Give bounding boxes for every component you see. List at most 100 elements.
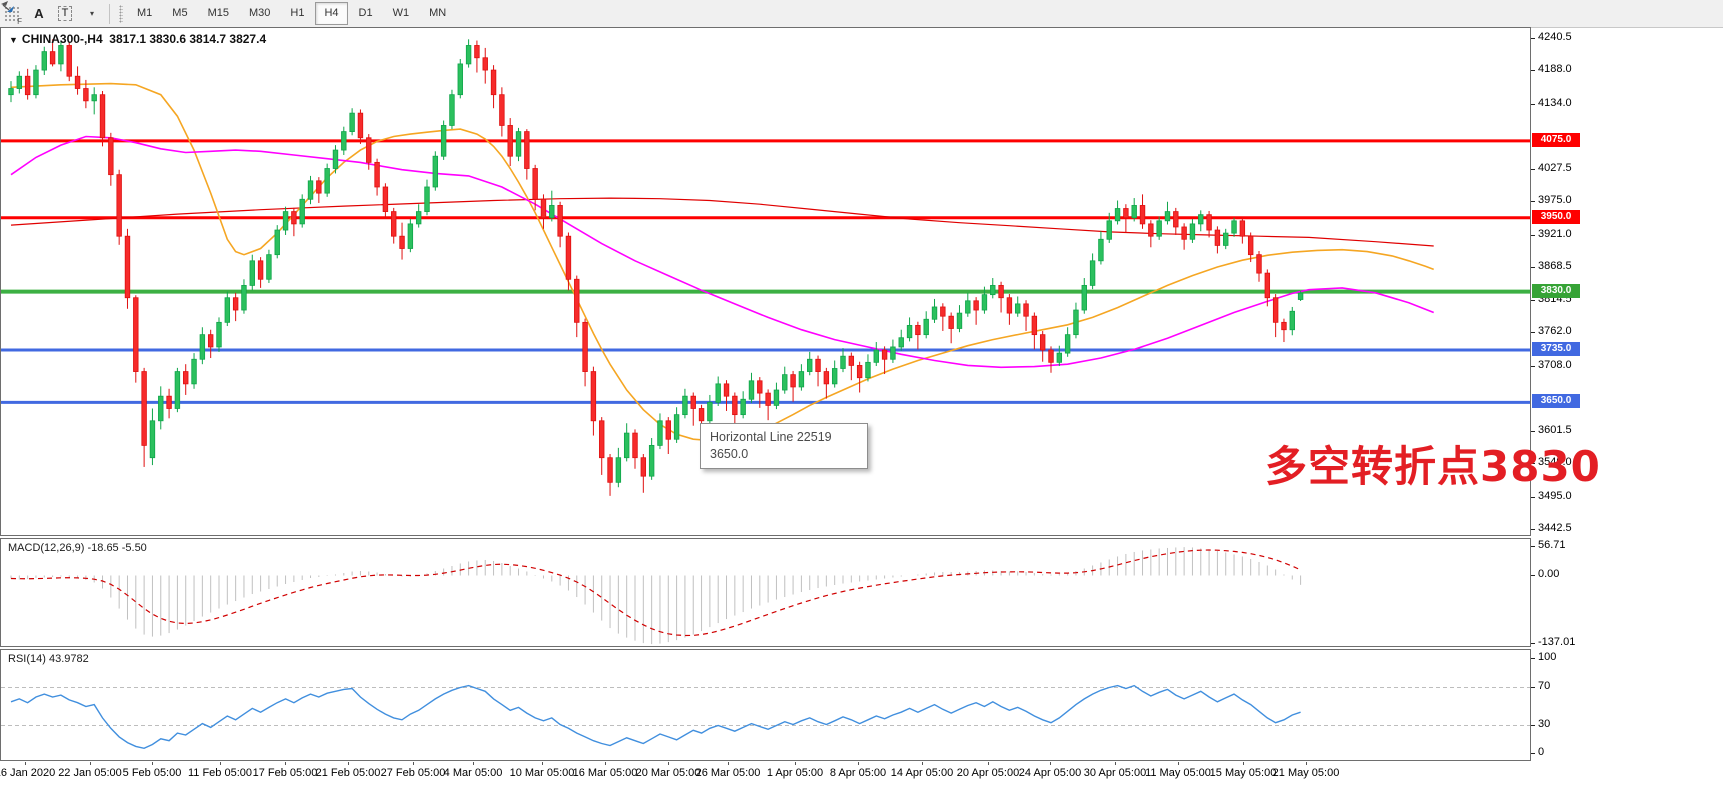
candle	[565, 232, 572, 291]
axis-tick-mark	[1531, 496, 1535, 498]
timeframe-button-M15[interactable]: M15	[207, 7, 229, 19]
axis-tick-mark	[1531, 724, 1535, 726]
candle	[948, 312, 954, 344]
candle	[1206, 210, 1212, 238]
time-axis-label: 16 Jan 2020	[0, 767, 56, 779]
price-axis-label: 3921.0	[1538, 227, 1572, 240]
candle	[49, 39, 56, 67]
candle	[282, 206, 289, 235]
time-tick-mark	[413, 762, 414, 765]
time-axis-label: 26 Mar 05:00	[695, 767, 761, 779]
candle	[66, 41, 72, 82]
candle	[1239, 217, 1246, 244]
price-axis-label: 3868.5	[1538, 259, 1572, 272]
time-tick-mark	[1243, 762, 1244, 765]
price-axis-label: 3442.5	[1538, 522, 1572, 534]
price-axis-label: 3549.0	[1538, 456, 1572, 469]
candle	[848, 352, 855, 381]
axis-tick-mark	[1531, 103, 1535, 105]
candle	[415, 204, 422, 228]
candle	[1148, 220, 1154, 248]
arrow-objects-tool-button[interactable]: ▾	[1, 1, 103, 25]
timeframe-button-H4[interactable]: H4	[315, 2, 348, 25]
candle	[99, 90, 106, 147]
timeframe-button-W1[interactable]: W1	[392, 7, 410, 19]
time-tick-mark	[152, 762, 153, 765]
candle	[432, 151, 439, 191]
candle	[623, 423, 630, 462]
time-axis-label: 11 Feb 05:00	[187, 767, 253, 779]
candle	[1089, 253, 1096, 290]
cascade-arrows-icon	[1, 1, 14, 12]
text-label-tool-button[interactable]: A	[34, 6, 44, 21]
main-chart-canvas[interactable]	[1, 28, 1530, 535]
candle	[374, 158, 380, 196]
time-axis-label: 5 Feb 05:00	[122, 767, 182, 779]
rsi-canvas[interactable]	[1, 650, 1530, 760]
time-axis[interactable]: 16 Jan 2020 22 Jan 05:00 5 Feb 05:00 11 Feb…	[0, 762, 1723, 785]
candle	[898, 329, 904, 351]
price-axis-label: 3975.0	[1538, 194, 1572, 207]
time-tick-mark	[795, 762, 796, 765]
candle	[349, 108, 355, 136]
axis-tick-mark	[1531, 529, 1535, 530]
candle	[1123, 204, 1129, 233]
price-line-tag-3650.0: 3650.0	[1532, 394, 1580, 409]
macd-signal-line	[10, 549, 1301, 637]
candle	[16, 71, 23, 94]
candle	[216, 317, 222, 352]
candle	[807, 351, 813, 376]
text-box-tool-button[interactable]: T	[53, 2, 77, 25]
timeframe-button-D1[interactable]: D1	[358, 7, 373, 19]
candle	[391, 207, 397, 244]
candle	[332, 145, 339, 174]
candle	[881, 346, 888, 375]
time-tick-mark	[1050, 762, 1051, 765]
candle	[1031, 312, 1038, 350]
time-axis-label: 30 Apr 05:00	[1083, 767, 1147, 779]
rsi-axis-label: 0	[1538, 746, 1545, 758]
timeframe-button-M1[interactable]: M1	[137, 7, 153, 19]
candle	[440, 120, 447, 160]
rsi-panel: RSI(14) 43.9782	[0, 649, 1531, 761]
time-tick-mark	[1178, 762, 1179, 765]
candle	[673, 407, 680, 443]
candle	[41, 46, 47, 75]
ma-line-orange	[10, 82, 1434, 442]
candle	[1139, 194, 1146, 229]
time-tick-mark	[285, 762, 286, 765]
candle	[1039, 330, 1046, 362]
macd-panel: MACD(12,26,9) -18.65 -5.50	[0, 538, 1531, 647]
candle	[1006, 294, 1013, 325]
axis-tick-mark	[1531, 234, 1535, 236]
timeframe-button-M30[interactable]: M30	[248, 7, 271, 19]
timeframe-button-MN[interactable]: MN	[429, 7, 447, 19]
candle	[1247, 232, 1254, 263]
axis-tick-mark	[1531, 201, 1535, 203]
price-line-tag-3950.0: 3950.0	[1532, 209, 1580, 224]
toolbar-grip-icon[interactable]	[119, 4, 123, 23]
axis-tick-mark	[1531, 463, 1535, 465]
candle	[83, 79, 89, 109]
candle	[865, 354, 871, 382]
candle	[8, 81, 14, 103]
candle	[1223, 228, 1229, 250]
candle	[665, 417, 671, 455]
candle	[856, 361, 863, 393]
time-axis-label: 24 Apr 05:00	[1018, 767, 1082, 779]
collapse-quote-icon[interactable]: ▼	[9, 35, 18, 45]
dropdown-caret-icon[interactable]: ▾	[89, 9, 94, 18]
candle	[657, 413, 663, 450]
candle	[740, 391, 746, 419]
tooltip-title: Horizontal Line 22519	[710, 430, 832, 444]
timeframe-button-M5[interactable]: M5	[172, 7, 188, 19]
axis-tick-mark	[1531, 70, 1535, 72]
time-tick-mark	[922, 762, 923, 765]
macd-canvas[interactable]	[1, 539, 1530, 646]
candle	[998, 281, 1004, 313]
candle	[515, 127, 522, 162]
time-axis-label: 20 Mar 05:00	[635, 767, 701, 779]
candle	[682, 388, 688, 419]
timeframe-button-H1[interactable]: H1	[290, 7, 305, 19]
candle	[457, 58, 463, 99]
